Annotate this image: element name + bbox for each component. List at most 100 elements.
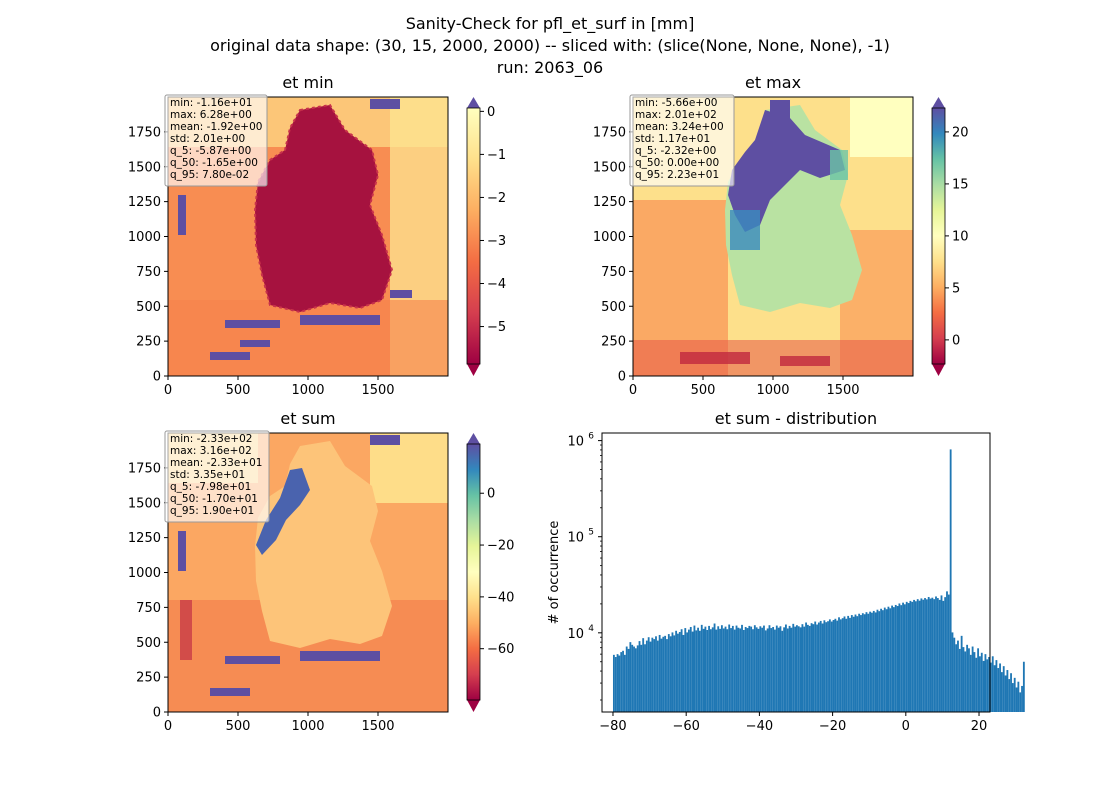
histogram-bar [677,633,679,712]
histogram-bar [684,628,687,712]
histogram-bar [662,636,665,712]
histogram-bar [689,626,692,712]
histogram-bar [713,623,716,712]
histogram-bar [781,630,784,712]
histogram-bar [642,638,645,712]
histogram-bar [742,629,745,712]
y-tick-label: 250 [136,335,161,350]
y-tick-label: 1000 [128,566,161,581]
histogram-bar [885,609,888,712]
colorbar-tick-label: −5 [487,320,506,335]
histogram-bar [874,612,877,712]
histogram-bar [914,601,917,712]
y-tick-label: 0 [153,706,161,721]
histogram-bar [869,611,872,712]
histogram-bar [905,601,908,712]
panel-title: et max [745,73,801,92]
histogram-bar [797,626,800,712]
colorbar-tick-label: 0 [487,487,495,502]
histogram-bar [775,625,778,712]
histogram-bar [799,627,802,712]
y-tick-label-exponent: 5 [588,528,594,538]
y-tick-label: 10 [567,531,584,546]
histogram-bar [1010,673,1012,712]
x-tick-label: 1000 [291,383,324,398]
histogram-bar [927,596,930,712]
histogram-bar [960,635,963,712]
histogram-bar [841,618,844,712]
y-tick-label: 1750 [128,125,161,140]
x-tick-label: 0 [164,719,172,734]
stat-line: q_95: 2.23e+01 [635,169,719,181]
histogram-bar [975,657,978,712]
histogram-bar [631,644,634,712]
histogram-bar [924,598,926,712]
histogram-bar [966,644,969,712]
histogram-bar [920,598,923,712]
histogram-bar [1017,681,1020,712]
histogram-bar [1013,677,1016,712]
histogram-bar [995,660,998,712]
histogram-bar [828,619,831,712]
histogram-bar [1022,661,1025,712]
histogram-bar [620,652,623,712]
histogram-bar [675,630,678,712]
histogram-bar [947,594,950,712]
histogram-bar [720,625,723,712]
colorbar-tick-label: 20 [952,125,969,140]
y-tick-label: 10 [567,627,584,642]
colorbar-tick-label: −60 [487,642,514,657]
histogram-bar [993,665,996,712]
histogram-bar [697,627,699,712]
panel-title: et min [282,73,333,92]
stat-line: std: 3.35e+01 [170,469,245,481]
y-tick-label: 1000 [593,230,626,245]
histogram-bar [761,627,764,712]
x-tick-label: 20 [971,719,988,734]
histogram-bar [763,625,765,712]
germany-region [255,105,392,312]
x-axis: 0 500 1000 1500 [629,376,860,398]
histogram-bar [865,612,868,712]
panel-et-min: et min 0 500 1000 1500 0 250 500 750 1000 1250 15… [128,73,506,398]
x-tick-label: 1500 [826,383,859,398]
histogram-bar [706,629,709,712]
colorbar-ticks: 0 5 10 15 20 [945,125,969,348]
histogram-bar [1004,675,1007,712]
colorbar-tick-label: 15 [952,177,969,192]
stat-line: q_5: -5.87e+00 [170,145,251,157]
y-tick-label: 500 [601,300,626,315]
axes-frame [601,432,991,713]
histogram-bar [816,624,818,712]
histogram-bar [955,644,958,712]
histogram-bar [903,604,906,712]
histogram-bar [753,625,756,712]
histogram-bar [958,648,961,712]
histogram-bar [748,625,751,712]
histogram-bar [922,599,925,712]
histogram-bar [933,599,936,712]
histogram-bar [777,627,780,712]
histogram-bar [755,627,758,712]
stat-line: q_50: 0.00e+00 [635,157,719,169]
stat-line: min: -2.33e+02 [170,433,252,445]
y-tick-label: 750 [136,265,161,280]
x-tick-label: 1000 [291,719,324,734]
figure-title-line-2: original data shape: (30, 15, 2000, 2000… [210,36,890,55]
histogram-bar [891,605,893,712]
histogram-bar [764,630,767,712]
colorbar-tick-label: −20 [487,539,514,554]
histogram-bar [893,607,895,712]
histogram-bar [856,616,859,712]
stat-line: q_5: -7.98e+01 [170,481,251,493]
histogram-bar [900,605,903,712]
stat-line: q_95: 1.90e+01 [170,505,254,517]
histogram-bar [667,634,670,712]
histogram-bar [929,598,932,712]
histogram-bar [700,624,703,712]
x-axis: 0 500 1000 1500 [164,712,395,734]
histogram-bar [627,648,630,712]
y-tick-label: 1250 [593,195,626,210]
histogram-bar [979,656,981,712]
colorbar-tick-label: −40 [487,590,514,605]
